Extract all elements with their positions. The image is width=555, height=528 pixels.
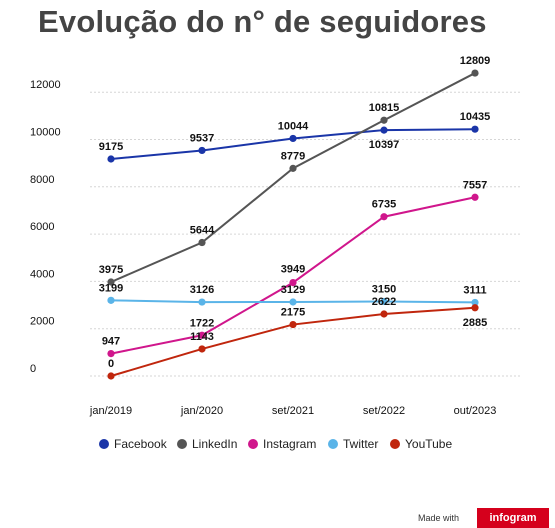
data-point-linkedin[interactable] [380, 116, 388, 124]
data-label-facebook: 9537 [190, 132, 214, 144]
data-label-twitter: 3129 [281, 284, 305, 296]
data-point-instagram[interactable] [198, 331, 206, 339]
data-label-instagram: 1722 [190, 317, 214, 329]
data-label-linkedin: 10815 [369, 102, 400, 114]
data-point-facebook[interactable] [198, 146, 206, 155]
grid-lines [90, 91, 520, 377]
legend-item-instagram[interactable]: Instagram [248, 437, 316, 451]
data-label-twitter: 3126 [190, 284, 214, 296]
legend-item-facebook[interactable]: Facebook [99, 437, 168, 451]
series-lines [110, 72, 476, 377]
y-tick-label: 2000 [30, 316, 54, 328]
data-label-facebook: 10044 [278, 120, 309, 132]
made-with-text: Made with [417, 513, 459, 523]
data-point-youtube[interactable] [289, 320, 297, 329]
data-point-instagram[interactable] [380, 213, 388, 221]
legend: Facebook LinkedIn Instagram Twitter YouTube [99, 437, 452, 451]
legend-label: YouTube [405, 437, 452, 451]
data-point-twitter[interactable] [289, 298, 297, 306]
chart-title: Evolução do n° de seguidores [38, 4, 487, 39]
x-axis: jan/2019 jan/2020 set/2021 set/2022 out/2023 [89, 405, 497, 417]
data-label-youtube: 1143 [190, 331, 214, 343]
legend-swatch [390, 439, 400, 449]
legend-swatch [248, 439, 258, 449]
data-label-linkedin: 12809 [460, 55, 491, 67]
data-point-twitter[interactable] [107, 296, 115, 304]
y-tick-label: 0 [30, 363, 36, 375]
data-label-instagram: 3949 [281, 264, 305, 276]
data-point-youtube[interactable] [198, 345, 206, 353]
y-tick-label: 12000 [30, 79, 61, 91]
data-label-facebook: 10397 [369, 139, 400, 151]
series-points [107, 69, 479, 380]
data-point-instagram[interactable] [471, 193, 479, 201]
data-point-facebook[interactable] [380, 126, 388, 134]
data-label-youtube: 0 [108, 358, 114, 370]
data-label-facebook: 9175 [99, 141, 123, 153]
data-label-youtube: 2175 [281, 307, 305, 319]
legend-label: Twitter [343, 437, 378, 451]
y-axis: 0 2000 4000 6000 8000 10000 12000 [30, 79, 61, 375]
data-label-linkedin: 5644 [190, 225, 215, 237]
legend-swatch [177, 439, 187, 449]
data-point-youtube[interactable] [107, 372, 115, 380]
data-label-youtube: 2622 [372, 296, 396, 308]
data-point-twitter[interactable] [380, 297, 388, 306]
data-label-twitter: 3150 [372, 284, 396, 296]
legend-item-linkedin[interactable]: LinkedIn [177, 437, 237, 451]
data-point-linkedin[interactable] [198, 238, 206, 247]
data-labels: 9175 9537 10044 10397 10435 3975 5644 8779 10815… [99, 55, 491, 370]
data-label-youtube: 2885 [463, 317, 487, 329]
data-label-linkedin: 3975 [99, 264, 123, 276]
data-point-youtube[interactable] [471, 304, 479, 312]
legend-label: Instagram [263, 437, 316, 451]
data-point-facebook[interactable] [107, 155, 115, 163]
x-tick-label: set/2022 [363, 405, 405, 417]
data-point-twitter[interactable] [471, 298, 479, 307]
data-point-youtube[interactable] [380, 310, 388, 318]
infogram-logo[interactable]: infogram [477, 508, 549, 528]
legend-item-youtube[interactable]: YouTube [390, 437, 452, 451]
data-point-linkedin[interactable] [289, 164, 297, 172]
data-label-twitter: 3199 [99, 282, 123, 294]
y-tick-label: 4000 [30, 268, 54, 280]
y-tick-label: 10000 [30, 127, 61, 139]
x-tick-label: jan/2019 [89, 405, 132, 417]
x-tick-label: set/2021 [272, 405, 314, 417]
legend-item-twitter[interactable]: Twitter [328, 437, 378, 451]
y-tick-label: 6000 [30, 221, 54, 233]
data-point-instagram[interactable] [289, 279, 297, 287]
legend-label: LinkedIn [192, 437, 237, 451]
legend-swatch [328, 439, 338, 449]
data-point-facebook[interactable] [289, 134, 297, 143]
legend-label: Facebook [114, 437, 168, 451]
legend-swatch [99, 439, 109, 449]
data-label-facebook: 10435 [460, 111, 491, 123]
x-tick-label: jan/2020 [180, 405, 223, 417]
series-line-linkedin[interactable] [110, 72, 476, 283]
data-label-twitter: 3111 [463, 284, 486, 296]
data-point-linkedin[interactable] [471, 69, 479, 77]
data-label-instagram: 947 [102, 336, 120, 348]
data-point-facebook[interactable] [471, 125, 479, 133]
data-label-linkedin: 8779 [281, 150, 305, 162]
data-point-twitter[interactable] [198, 298, 206, 306]
x-tick-label: out/2023 [454, 405, 497, 417]
data-label-instagram: 6735 [372, 199, 396, 211]
y-tick-label: 8000 [30, 174, 54, 186]
data-label-instagram: 7557 [463, 179, 487, 191]
data-point-instagram[interactable] [107, 350, 115, 358]
data-point-linkedin[interactable] [107, 278, 115, 286]
